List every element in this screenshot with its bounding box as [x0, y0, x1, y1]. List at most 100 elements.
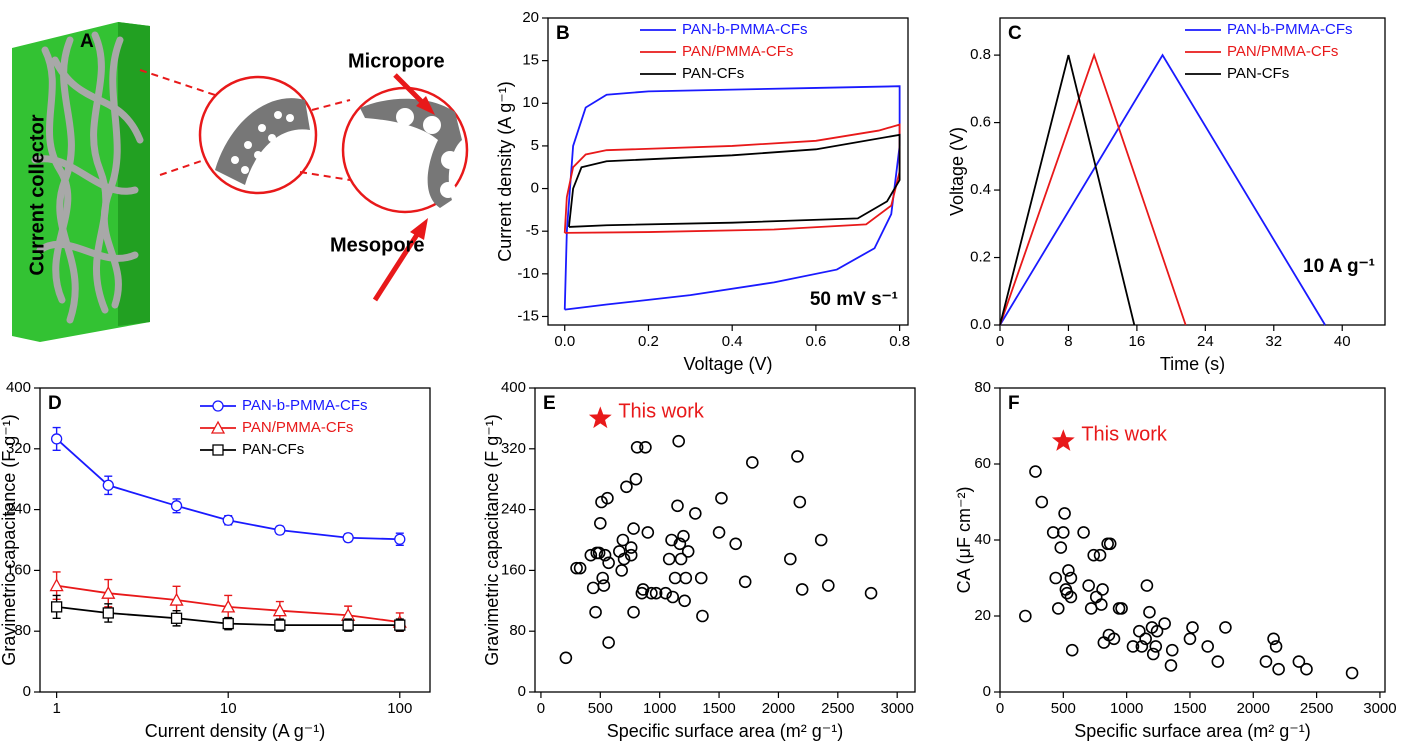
- y-tick-label: 60: [974, 455, 991, 472]
- scatter-point: [814, 533, 828, 547]
- scatter-point: [677, 529, 690, 543]
- collector-label: Current collector: [26, 114, 48, 275]
- y-tick-label: 0.8: [970, 46, 991, 63]
- scatter-point: [1267, 632, 1280, 646]
- highlight-label: This work: [1081, 423, 1168, 445]
- marker: [49, 578, 64, 592]
- scatter-point: [864, 586, 878, 600]
- scatter-point: [1272, 662, 1285, 676]
- collector-side: [118, 22, 150, 326]
- scatter-point: [627, 522, 640, 535]
- y-tick-label: 160: [501, 561, 526, 578]
- plot-frame: [999, 387, 1386, 693]
- marker: [274, 619, 286, 631]
- y-tick-label: 0.4: [970, 181, 991, 198]
- scatter-point: [696, 609, 709, 623]
- zoom-line: [299, 171, 351, 181]
- scatter-point: [1035, 495, 1049, 509]
- plot-frame: [999, 17, 1386, 326]
- y-tick-label: 80: [509, 622, 526, 639]
- y-tick-label: 20: [974, 607, 991, 624]
- legend-label: PAN-CFs: [242, 441, 304, 458]
- scatter-point: [601, 491, 614, 505]
- marker: [222, 617, 234, 630]
- panel-label: E: [543, 393, 556, 414]
- arrow: [393, 73, 427, 107]
- x-tick-label: 1500: [1173, 700, 1206, 717]
- legend-label: PAN-b-PMMA-CFs: [682, 21, 808, 38]
- x-tick-label: 3000: [881, 700, 914, 717]
- y-tick-label: 320: [6, 440, 31, 457]
- scatter-point: [597, 579, 611, 592]
- scatter-point: [594, 516, 607, 530]
- highlight-label: This work: [618, 401, 705, 423]
- scatter-point: [672, 434, 685, 448]
- fiber-segment: [215, 98, 310, 185]
- scatter-point: [1029, 465, 1042, 478]
- legend-label: PAN-CFs: [682, 65, 744, 82]
- scatter-point: [1046, 526, 1060, 539]
- marker: [101, 585, 116, 599]
- scatter-point: [1183, 632, 1197, 646]
- scatter-point: [681, 545, 695, 558]
- arrow: [372, 228, 423, 302]
- panel-label: F: [1008, 393, 1020, 414]
- panel-label: C: [1008, 23, 1022, 44]
- legend-label: PAN/PMMA-CFs: [1227, 43, 1338, 60]
- y-tick-label: 0.0: [970, 316, 991, 333]
- x-tick-label: 100: [387, 700, 412, 717]
- y-tick-label: 240: [6, 501, 31, 518]
- scatter-point: [1300, 662, 1313, 676]
- x-tick-label: 1000: [1110, 700, 1143, 717]
- x-tick-label: 10: [220, 700, 237, 717]
- x-tick-label: 2000: [762, 700, 795, 717]
- scatter-point: [649, 586, 663, 600]
- x-tick-label: 0.2: [638, 333, 659, 350]
- scatter-point: [615, 564, 628, 577]
- x-tick-label: 3000: [1363, 700, 1396, 717]
- panel-label: A: [80, 31, 94, 52]
- series-line: [999, 54, 1136, 326]
- scatter-point: [624, 541, 638, 554]
- y-tick-label: 80: [974, 379, 991, 396]
- scatter-point: [712, 526, 726, 539]
- marker: [102, 479, 114, 491]
- scatter-point: [1060, 586, 1074, 600]
- plot-frame: [534, 387, 916, 693]
- legend-label: PAN-CFs: [1227, 65, 1289, 82]
- scatter-point: [559, 651, 573, 665]
- x-tick-label: 500: [588, 700, 613, 717]
- y-tick-label: 320: [501, 440, 526, 457]
- scatter-point: [674, 552, 688, 566]
- y-tick-label: 400: [501, 379, 526, 396]
- scatter-point: [1103, 537, 1117, 551]
- scatter-point: [586, 581, 600, 595]
- series-line: [999, 53, 1326, 326]
- scatter-point: [620, 480, 633, 494]
- x-tick-label: 40: [1334, 333, 1351, 350]
- fibers: [31, 31, 144, 324]
- scatter-point: [793, 495, 807, 509]
- y-tick-label: 0.2: [970, 248, 991, 265]
- mesopore-label: Mesopore: [330, 234, 424, 256]
- y-tick-label: 10: [522, 94, 539, 111]
- x-tick-label: 0.8: [889, 333, 910, 350]
- scatter-point: [662, 552, 676, 566]
- y-tick-label: 40: [974, 531, 991, 548]
- scatter-point: [738, 575, 752, 589]
- marker: [394, 619, 406, 631]
- y-axis-title: Gravimetric capacitance (F g⁻¹): [0, 414, 19, 666]
- scatter-point: [1146, 647, 1160, 661]
- scatter-point: [671, 499, 684, 513]
- scatter-point: [1115, 602, 1128, 615]
- arrowhead: [416, 96, 435, 115]
- scatter-point: [729, 537, 742, 551]
- marker: [222, 514, 234, 526]
- y-tick-label: 15: [522, 52, 539, 69]
- y-tick-label: 0: [531, 180, 539, 197]
- arrowhead: [410, 218, 428, 240]
- scatter-point: [1064, 571, 1078, 585]
- scatter-point: [573, 561, 587, 575]
- scatter-point: [746, 456, 759, 469]
